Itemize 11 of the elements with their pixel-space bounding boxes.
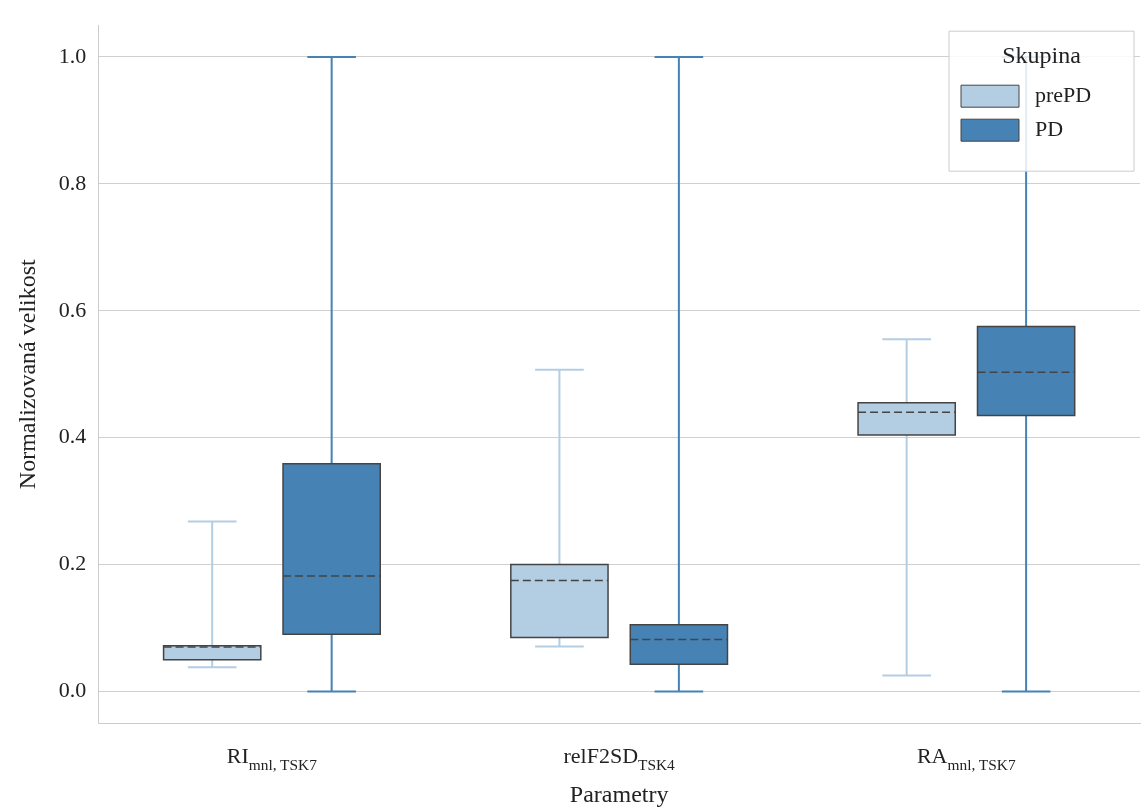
y-axis-title: Normalizovaná velikost: [13, 258, 40, 490]
y-tick-label: 0.6: [58, 296, 87, 322]
x-axis-title: Parametry: [569, 780, 669, 807]
y-tick-label: 0.8: [58, 169, 87, 195]
y-tick-label: 0.4: [58, 423, 87, 449]
y-tick-label: 1.0: [58, 42, 87, 68]
y-tick-label: 0.0: [58, 677, 87, 703]
legend-title: Skupina: [1002, 42, 1082, 69]
legend-label: PD: [1035, 115, 1064, 141]
legend-label: prePD: [1035, 81, 1092, 107]
y-tick-label: 0.2: [58, 550, 87, 576]
